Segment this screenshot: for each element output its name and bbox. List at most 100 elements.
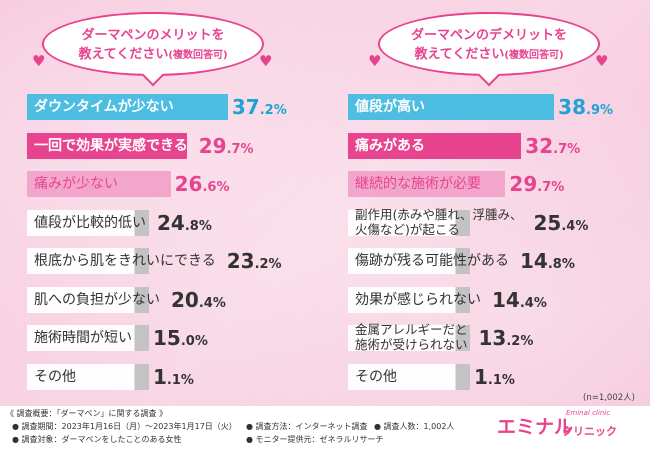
bar-fill bbox=[27, 325, 149, 351]
percent-integer: 13 bbox=[478, 326, 507, 350]
percent-label: 1.1% bbox=[153, 361, 194, 397]
category-label: 根底から肌をきれいにできる bbox=[34, 253, 216, 269]
percent-integer: 32 bbox=[525, 133, 554, 158]
bar-fill bbox=[27, 286, 149, 313]
percent-label: 13.2% bbox=[479, 322, 534, 358]
right-question-line1: ダーマペンのデメリットを bbox=[410, 28, 567, 43]
right-question-bubble: ダーマペンのデメリットを 教えてください(複数回答可) bbox=[378, 12, 600, 76]
category-label: 痛みがある bbox=[355, 137, 425, 154]
clinic-logo-script: Eminal clinic bbox=[566, 409, 611, 417]
bar: 痛みが少ない bbox=[27, 171, 171, 197]
percent-decimal: .7% bbox=[537, 180, 565, 195]
bar-fill bbox=[348, 209, 470, 236]
category-label: ダウンタイムが少ない bbox=[34, 99, 174, 115]
bar: 効果が感じられない bbox=[348, 286, 481, 313]
bar-fill bbox=[348, 171, 506, 197]
bar-fill bbox=[27, 132, 188, 159]
bar-fill bbox=[348, 132, 522, 159]
bar: 傷跡が残る可能性がある bbox=[348, 248, 509, 274]
bar: 根底から肌をきれいにできる bbox=[27, 248, 216, 274]
percent-label: 20.4% bbox=[171, 284, 226, 320]
percent-decimal: .2% bbox=[506, 334, 534, 349]
clinic-logo-sub: クリニック bbox=[562, 425, 617, 438]
percent-integer: 1 bbox=[474, 364, 488, 389]
category-label: その他 bbox=[34, 368, 76, 385]
category-label: 値段が比較的低い bbox=[34, 214, 146, 231]
percent-label: 37.2% bbox=[232, 91, 287, 127]
survey-footer bbox=[0, 406, 650, 450]
category-label: 痛みが少ない bbox=[34, 176, 118, 192]
survey-period: ● 調査期間：2023年1月16日（月）〜2023年1月17日（火） bbox=[12, 422, 237, 431]
percent-label: 26.6% bbox=[175, 168, 230, 204]
percent-label: 14.4% bbox=[492, 284, 547, 320]
survey-method: ● 調査方法：インターネット調査 bbox=[246, 422, 368, 431]
percent-label: 38.9% bbox=[558, 91, 613, 127]
bar-fill bbox=[27, 94, 228, 120]
survey-target: ● 調査対象：ダーマペンをしたことのある女性 bbox=[12, 435, 182, 444]
bar: 値段が比較的低い bbox=[27, 209, 149, 236]
percent-integer: 14 bbox=[492, 287, 520, 312]
category-label: 値段が高い bbox=[355, 99, 425, 115]
percent-integer: 23 bbox=[226, 249, 255, 273]
bar-fill bbox=[348, 325, 470, 351]
percent-decimal: .8% bbox=[184, 218, 212, 234]
bar-fill bbox=[27, 363, 149, 390]
percent-integer: 24 bbox=[157, 210, 185, 235]
survey-count: ● 調査人数：1,002人 bbox=[374, 422, 455, 431]
percent-decimal: .2% bbox=[254, 257, 282, 272]
heart-icon: ♥ bbox=[595, 52, 609, 70]
right-question-line2: 教えてください(複数回答可) bbox=[380, 43, 598, 62]
percent-integer: 29 bbox=[198, 133, 227, 158]
percent-integer: 15 bbox=[153, 326, 181, 350]
bar: 値段が高い bbox=[348, 94, 555, 120]
survey-monitor: ● モニター提供元：ゼネラルリサーチ bbox=[246, 435, 384, 444]
heart-icon: ♥ bbox=[32, 52, 46, 70]
percent-decimal: .6% bbox=[202, 180, 230, 195]
percent-integer: 29 bbox=[509, 172, 538, 196]
left-question-note: (複数回答可) bbox=[168, 50, 228, 61]
percent-label: 23.2% bbox=[227, 245, 282, 281]
bar-fill bbox=[348, 248, 470, 274]
percent-decimal: .4% bbox=[198, 295, 226, 311]
category-label: 施術時間が短い bbox=[34, 330, 132, 346]
percent-decimal: .8% bbox=[547, 257, 575, 272]
left-question-main: 教えてください bbox=[78, 47, 169, 62]
percent-label: 32.7% bbox=[525, 130, 580, 166]
bar: その他 bbox=[348, 363, 470, 390]
bar: 痛みがある bbox=[348, 132, 522, 159]
bar: 継続的な施術が必要 bbox=[348, 171, 506, 197]
survey-heading: 《 調査概要：「ダーマペン」に関する調査 》 bbox=[6, 409, 168, 418]
left-question-bubble: ダーマペンのメリットを 教えてください(複数回答可) bbox=[42, 12, 264, 76]
percent-integer: 37 bbox=[231, 95, 260, 119]
percent-label: 24.8% bbox=[157, 207, 212, 243]
percent-decimal: .4% bbox=[561, 218, 589, 234]
percent-decimal: .1% bbox=[166, 372, 194, 388]
percent-label: 29.7% bbox=[199, 130, 254, 166]
percent-label: 14.8% bbox=[520, 245, 575, 281]
bar-fill bbox=[27, 171, 171, 197]
category-label: 一回で効果が実感できる bbox=[34, 137, 188, 154]
percent-label: 1.1% bbox=[474, 361, 515, 397]
left-question-line2: 教えてください(複数回答可) bbox=[44, 43, 262, 62]
bar-fill bbox=[27, 248, 149, 274]
percent-integer: 14 bbox=[520, 249, 548, 273]
bar: 一回で効果が実感できる bbox=[27, 132, 188, 159]
category-label: 効果が感じられない bbox=[355, 291, 481, 308]
percent-label: 25.4% bbox=[534, 207, 589, 243]
right-question-note: (複数回答可) bbox=[504, 50, 564, 61]
percent-label: 15.0% bbox=[153, 322, 208, 358]
category-label: 傷跡が残る可能性がある bbox=[355, 253, 509, 269]
bar-fill bbox=[348, 94, 555, 120]
percent-integer: 1 bbox=[153, 364, 167, 389]
percent-label: 29.7% bbox=[509, 168, 564, 204]
bar-fill bbox=[27, 209, 149, 236]
category-label: 継続的な施術が必要 bbox=[355, 176, 481, 192]
percent-decimal: .7% bbox=[226, 141, 254, 157]
percent-decimal: .7% bbox=[553, 141, 581, 157]
bar-fill bbox=[348, 363, 470, 390]
percent-integer: 26 bbox=[174, 172, 203, 196]
percent-decimal: .4% bbox=[519, 295, 547, 311]
percent-integer: 25 bbox=[533, 210, 562, 235]
percent-integer: 38 bbox=[558, 95, 586, 119]
percent-decimal: .2% bbox=[259, 103, 287, 118]
